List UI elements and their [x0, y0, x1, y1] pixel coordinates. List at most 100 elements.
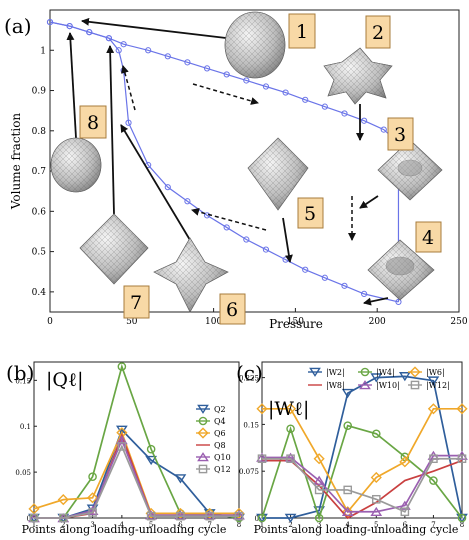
unloading-point: [321, 274, 328, 281]
y-tick-label-a: 1: [40, 46, 46, 56]
data-point-q10: [115, 435, 128, 445]
data-point-w12: [457, 454, 467, 464]
loading-point: [243, 77, 250, 84]
loading-point: [203, 65, 211, 72]
data-point-q10: [86, 505, 99, 515]
svg-text:7: 7: [130, 292, 142, 314]
data-point-w2: [284, 513, 297, 523]
data-point-w12: [429, 454, 438, 464]
plot-frame-a: [49, 9, 460, 313]
legend-label-q12: Q12: [214, 465, 231, 474]
data-point-w12: [314, 485, 324, 495]
svg-text:4: 4: [422, 227, 434, 249]
data-point-w12: [400, 507, 410, 517]
dashed-arrow-recovery: [120, 65, 136, 111]
unloading-point: [86, 29, 93, 36]
series-line-w4: [261, 424, 463, 521]
y-tick-label-c: 0.15: [243, 421, 259, 429]
data-point-q10: [233, 510, 245, 520]
data-point-w6: [399, 456, 411, 468]
x-tick-label-a: 200: [369, 317, 386, 327]
legend-label-q8: Q8: [214, 441, 226, 450]
data-point-q4: [146, 444, 156, 454]
shape-7-rounded-octahedron: [79, 213, 149, 285]
plot-frame-c: [261, 361, 463, 519]
arrow-shape-7: [106, 45, 115, 215]
data-point-q4: [88, 472, 97, 482]
data-point-w2: [370, 373, 383, 383]
axis-ticks-a: 0 50 100 150 200 250 0.4 0.5 0.6 0.7 0.8 0.9 1: [32, 46, 468, 327]
legend-label-q4: Q4: [214, 417, 226, 426]
y-tick-label-c: 0.075: [239, 468, 259, 476]
y-tick-label-c: 0.225: [239, 375, 259, 383]
data-point-w6: [342, 506, 354, 518]
loading-point: [282, 89, 289, 96]
data-point-q6: [57, 494, 69, 506]
x-axis-label-c: Points along loading-unloading cycle: [254, 523, 459, 536]
x-tick-label-a: 50: [126, 317, 138, 327]
pointer-arrows: [66, 17, 389, 306]
x-tick-label-c: 1: [260, 521, 264, 529]
x-tick-label-a: 0: [47, 317, 53, 327]
series-line-w8: [262, 459, 463, 520]
panel-b-symbol: |Qℓ|: [46, 369, 83, 391]
y-axis-label-a: Volume fraction: [9, 113, 23, 211]
x-axis-label-b: Points along loading-unloading cycle: [22, 523, 227, 536]
y-tick-label-a: 0.9: [32, 87, 47, 97]
panel-c-label: (c): [236, 361, 263, 385]
y-tick-label-a: 0.8: [32, 127, 47, 137]
x-tick-label-b: 1: [32, 521, 36, 529]
arrow-shape-8: [66, 32, 77, 139]
y-tick-label-a: 0.7: [32, 167, 47, 177]
data-point-w10: [284, 452, 297, 462]
x-tick-label-b: 7: [207, 521, 211, 529]
unloading-point: [262, 246, 270, 253]
shape-2-buckled: [323, 47, 393, 105]
legend-marker-w10: [359, 380, 371, 390]
data-point-w10: [341, 506, 354, 517]
data-point-q2: [145, 455, 158, 466]
panel-c-symbol: |Wℓ|: [268, 398, 309, 420]
loading-point: [120, 41, 127, 48]
loading-point: [145, 47, 152, 54]
shape-label-1: 1: [288, 13, 316, 49]
svg-text:8: 8: [87, 112, 99, 134]
legend-label-q6: Q6: [214, 429, 226, 438]
arrow-shape-3: [359, 195, 379, 209]
legend-label-w10: |W10|: [376, 381, 400, 390]
x-tick-label-c: 4: [345, 521, 350, 529]
data-point-w6: [427, 403, 440, 415]
unloading-point: [302, 266, 309, 273]
data-point-w2: [341, 388, 354, 399]
series-line-q10: [34, 437, 239, 519]
legend-marker-w12: [410, 380, 420, 390]
legend-label-w2: |W2|: [326, 368, 345, 377]
data-point-q10: [203, 510, 216, 520]
x-tick-label-c: 5: [374, 521, 378, 529]
data-point-w12: [286, 454, 295, 464]
data-point-w4: [429, 476, 438, 485]
data-point-w4: [457, 513, 467, 523]
data-point-w10: [256, 452, 268, 462]
svg-text:2: 2: [372, 22, 384, 44]
legend-marker-q4: [198, 416, 208, 426]
data-point-w6: [313, 453, 325, 465]
loading-point: [380, 126, 387, 133]
loading-point: [361, 117, 368, 124]
panel-a-label: (a): [4, 14, 32, 38]
data-point-q12: [234, 511, 244, 521]
legend-marker-q6: [197, 427, 209, 439]
legend-b: Q2 Q4 Q6 Q8 Q10 Q12: [196, 404, 231, 474]
y-tick-label-c: 0: [255, 515, 259, 523]
unloading-point: [361, 290, 368, 297]
data-point-w4: [257, 513, 267, 523]
data-point-w10: [370, 506, 383, 517]
series-line-w12: [262, 457, 462, 513]
data-point-w6: [456, 403, 468, 415]
panel-a: 0 50 100 150 200 250 0.4 0.5 0.6 0.7 0.8 0.9 1: [4, 9, 468, 331]
unloading-point: [243, 236, 250, 243]
shape-label-2: 2: [365, 15, 391, 49]
unloading-point: [164, 184, 171, 191]
x-tick-label-a: 150: [287, 317, 304, 327]
